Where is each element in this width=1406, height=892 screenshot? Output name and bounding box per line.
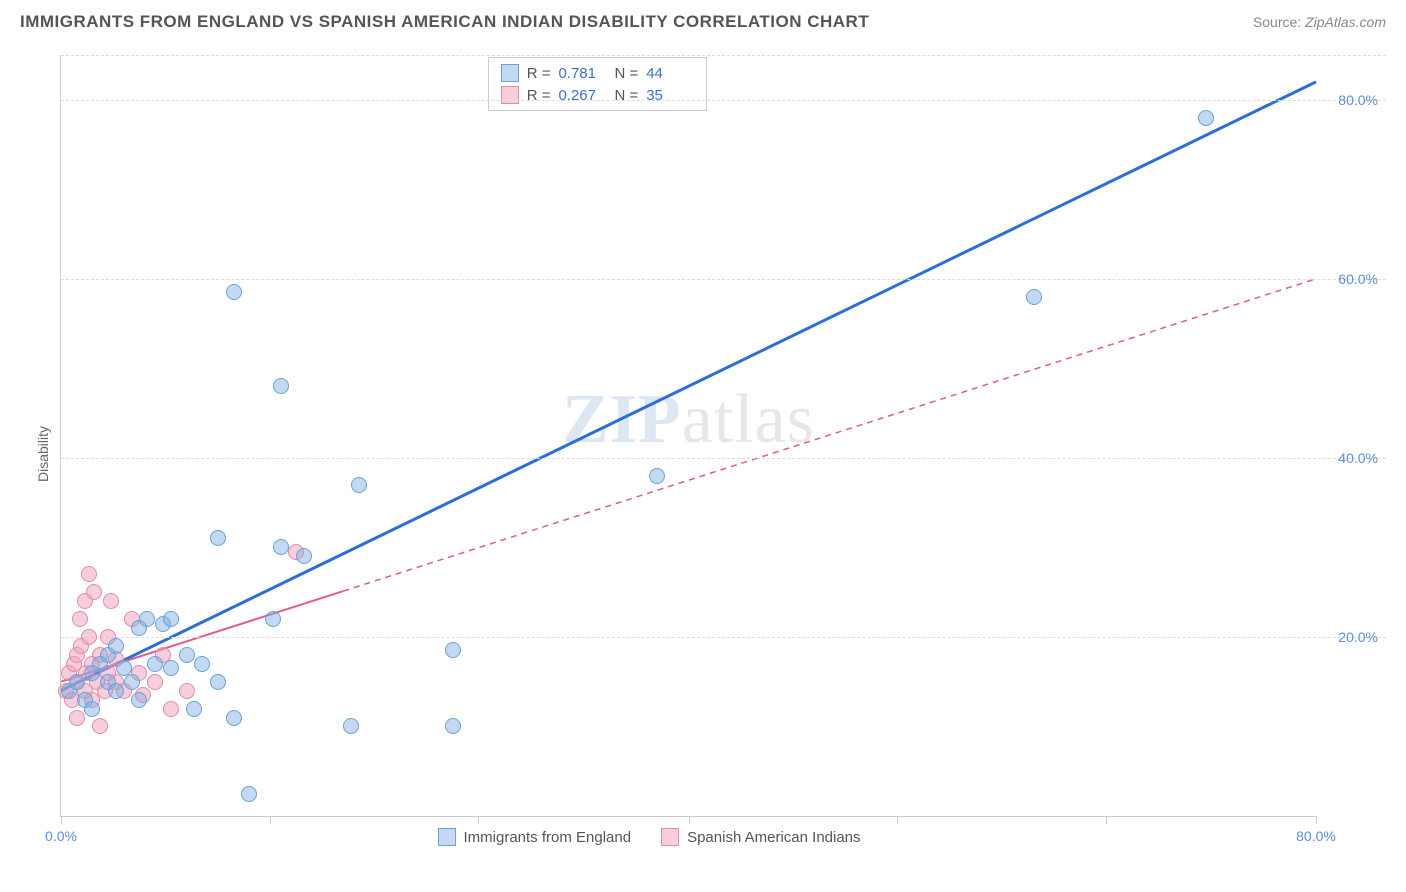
legend-swatch-1	[438, 828, 456, 846]
x-tick	[897, 816, 898, 824]
legend-label-1: Immigrants from England	[464, 829, 632, 846]
data-point	[86, 584, 102, 600]
stat-legend: R = 0.781 N = 44 R = 0.267 N = 35	[488, 57, 708, 111]
data-point	[131, 692, 147, 708]
legend-swatch-1	[501, 64, 519, 82]
watermark-atlas: atlas	[682, 381, 815, 458]
gridline	[61, 279, 1386, 280]
x-tick-label: 0.0%	[45, 828, 77, 844]
data-point	[108, 683, 124, 699]
r-value-1: 0.781	[558, 65, 606, 82]
data-point	[445, 642, 461, 658]
data-point	[147, 656, 163, 672]
data-point	[81, 566, 97, 582]
data-point	[84, 701, 100, 717]
data-point	[265, 611, 281, 627]
x-tick	[270, 816, 271, 824]
x-tick	[1316, 816, 1317, 824]
watermark-zip: ZIP	[562, 381, 682, 458]
data-point	[179, 683, 195, 699]
data-point	[81, 629, 97, 645]
data-point	[351, 477, 367, 493]
y-axis-label: Disability	[35, 425, 51, 481]
data-point	[69, 710, 85, 726]
r-label: R =	[527, 87, 551, 104]
r-value-2: 0.267	[558, 87, 606, 104]
data-point	[72, 611, 88, 627]
data-point	[445, 718, 461, 734]
source-attribution: Source: ZipAtlas.com	[1253, 14, 1386, 30]
n-label: N =	[614, 87, 638, 104]
legend-item-2: Spanish American Indians	[661, 828, 860, 846]
x-tick-label: 80.0%	[1296, 828, 1336, 844]
x-tick	[689, 816, 690, 824]
data-point	[210, 674, 226, 690]
legend-label-2: Spanish American Indians	[687, 829, 860, 846]
watermark: ZIPatlas	[562, 380, 815, 460]
legend-item-1: Immigrants from England	[438, 828, 632, 846]
data-point	[163, 701, 179, 717]
y-tick-label: 60.0%	[1338, 271, 1378, 287]
trendlines-layer	[61, 55, 1316, 816]
data-point	[92, 718, 108, 734]
data-point	[273, 378, 289, 394]
y-tick-label: 20.0%	[1338, 629, 1378, 645]
y-tick-label: 80.0%	[1338, 92, 1378, 108]
n-label: N =	[614, 65, 638, 82]
x-tick	[478, 816, 479, 824]
n-value-1: 44	[646, 65, 694, 82]
legend-swatch-2	[661, 828, 679, 846]
data-point	[147, 674, 163, 690]
gridline	[61, 637, 1386, 638]
plot-region: ZIPatlas R = 0.781 N = 44 R = 0.267 N = …	[60, 55, 1316, 817]
data-point	[108, 638, 124, 654]
data-point	[1198, 110, 1214, 126]
data-point	[139, 611, 155, 627]
data-point	[163, 611, 179, 627]
legend-swatch-2	[501, 86, 519, 104]
chart-area: Disability ZIPatlas R = 0.781 N = 44 R =…	[50, 55, 1386, 852]
data-point	[186, 701, 202, 717]
series-legend: Immigrants from England Spanish American…	[438, 828, 861, 846]
gridline	[61, 100, 1386, 101]
data-point	[649, 468, 665, 484]
chart-title: IMMIGRANTS FROM ENGLAND VS SPANISH AMERI…	[20, 12, 869, 32]
gridline	[61, 458, 1386, 459]
y-tick-label: 40.0%	[1338, 450, 1378, 466]
data-point	[124, 674, 140, 690]
data-point	[1026, 289, 1042, 305]
data-point	[241, 786, 257, 802]
source-value: ZipAtlas.com	[1305, 14, 1386, 30]
data-point	[69, 674, 85, 690]
data-point	[226, 284, 242, 300]
stat-row-series-1: R = 0.781 N = 44	[501, 62, 695, 84]
source-label: Source:	[1253, 14, 1301, 30]
data-point	[103, 593, 119, 609]
data-point	[194, 656, 210, 672]
n-value-2: 35	[646, 87, 694, 104]
data-point	[163, 660, 179, 676]
x-tick	[61, 816, 62, 824]
stat-row-series-2: R = 0.267 N = 35	[501, 84, 695, 106]
data-point	[179, 647, 195, 663]
data-point	[210, 530, 226, 546]
data-point	[343, 718, 359, 734]
r-label: R =	[527, 65, 551, 82]
data-point	[226, 710, 242, 726]
x-tick	[1106, 816, 1107, 824]
data-point	[273, 539, 289, 555]
data-point	[296, 548, 312, 564]
